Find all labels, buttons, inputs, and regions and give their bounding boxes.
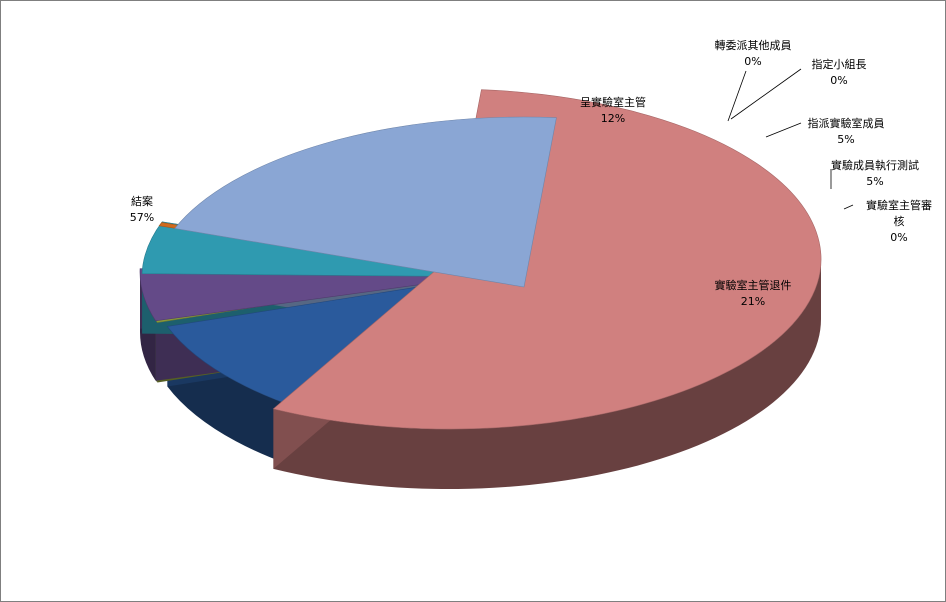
- label-name: 結案: [131, 194, 153, 208]
- label-percent: 12%: [601, 112, 625, 125]
- slice-0-top: [272, 89, 822, 430]
- slice-0-side: [273, 259, 821, 490]
- label-percent: 0%: [890, 231, 907, 244]
- label-percent: 21%: [741, 295, 765, 308]
- leader-line-2: [727, 70, 747, 122]
- label-name: 實驗成員執行測試: [831, 158, 919, 172]
- data-label-1: 呈實驗室主管 12%: [580, 95, 646, 125]
- label-name: 轉委派其他成員: [715, 39, 792, 52]
- leader-line-6: [843, 204, 854, 210]
- label-name: 實驗室主管審: [866, 198, 932, 212]
- label-percent: 0%: [744, 55, 761, 68]
- label-name: 核: [894, 214, 905, 228]
- data-label-3: 指定小組長 0%: [812, 57, 867, 87]
- data-labels: 結案 57%呈實驗室主管 12%轉委派其他成員 0% 指定小組長 0%指派實驗室成員 5%實…: [130, 39, 932, 308]
- data-label-6: 實驗室主管審核 0%: [866, 198, 932, 244]
- label-name: 指定小組長: [812, 57, 867, 71]
- leader-line-4: [765, 122, 802, 138]
- slice-4-top: [139, 268, 513, 322]
- data-label-0: 結案 57%: [130, 194, 154, 224]
- leader-lines: [727, 68, 854, 210]
- label-percent: 5%: [837, 133, 854, 146]
- leader-line-3: [730, 68, 802, 120]
- label-percent: 0%: [830, 74, 847, 87]
- label-name: 實驗室主管退件: [715, 278, 792, 292]
- slice-7-top: [174, 116, 557, 288]
- label-name: 呈實驗室主管: [580, 95, 646, 109]
- slice-tops: [139, 89, 822, 430]
- label-name: 指派實驗室成員: [808, 116, 885, 130]
- data-label-7: 實驗室主管退件 21%: [715, 278, 792, 308]
- label-percent: 5%: [866, 175, 883, 188]
- data-label-2: 轉委派其他成員 0%: [715, 39, 792, 68]
- data-label-5: 實驗成員執行測試 5%: [831, 158, 919, 188]
- label-percent: 57%: [130, 211, 154, 224]
- data-label-4: 指派實驗室成員 5%: [808, 116, 885, 146]
